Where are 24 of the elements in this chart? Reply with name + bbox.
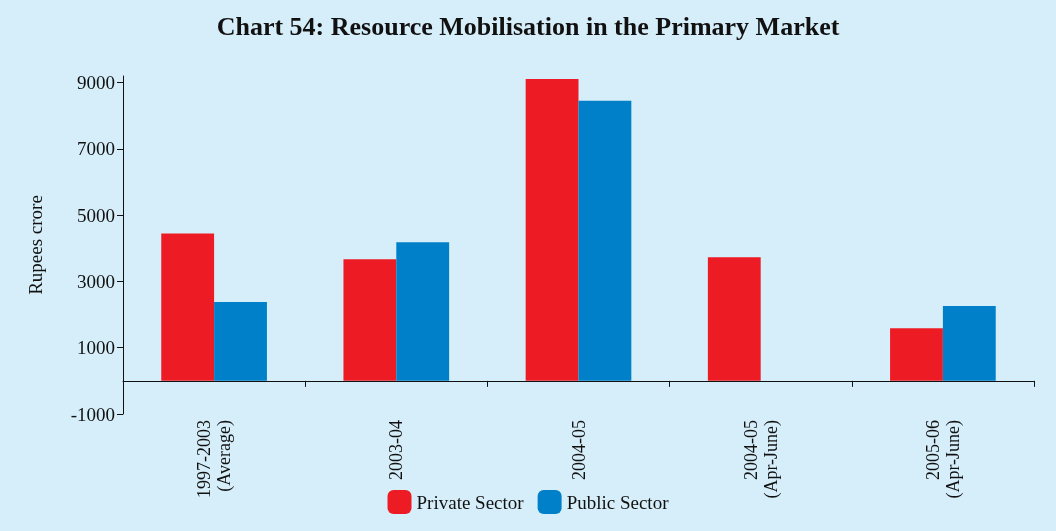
bar [161, 233, 215, 381]
x-tick-label: 2005-06 (Apr-June) [922, 419, 964, 499]
bar [396, 242, 450, 381]
y-tick-label: 7000 [77, 138, 115, 160]
bar [343, 259, 397, 381]
y-tick-label: 1000 [77, 337, 115, 359]
bar [525, 78, 579, 381]
x-tick-label: 2003-04 [386, 420, 407, 480]
y-tick-label: 5000 [77, 204, 115, 226]
x-tick-label: 2004-05 (Apr-June) [740, 419, 782, 499]
bar [707, 257, 761, 381]
legend-label: Private Sector [416, 491, 525, 513]
y-tick-label: 3000 [77, 270, 115, 292]
bar [214, 302, 267, 381]
chart-title: Chart 54: Resource Mobilisation in the Primary Market [216, 11, 840, 41]
legend-label: Public Sector [566, 491, 670, 513]
bar [578, 100, 632, 381]
x-tick-label: 2004-05 [568, 420, 589, 480]
bar [890, 328, 943, 381]
y-axis-title: Rupees crore [25, 195, 46, 295]
bar [942, 305, 996, 381]
y-tick-label: -1000 [70, 403, 115, 425]
y-tick-label: 9000 [77, 72, 115, 94]
x-tick-label: 1997-2003 (Average) [194, 420, 236, 498]
